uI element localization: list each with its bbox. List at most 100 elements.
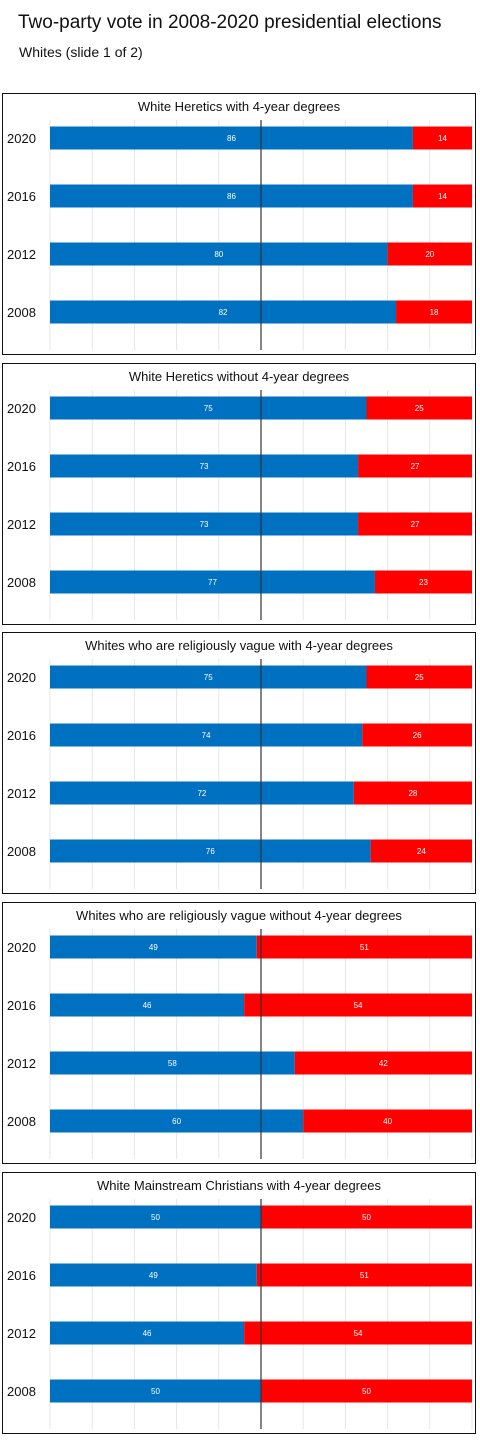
- bar-republican: [256, 935, 472, 959]
- bar-value-label: 46: [143, 1001, 152, 1010]
- year-label: 2008: [7, 575, 36, 590]
- chart-panel-2: White Heretics without 4-year degrees 75…: [2, 363, 476, 625]
- chart-title: Whites who are religiously vague without…: [76, 908, 402, 923]
- bar-republican: [261, 1205, 472, 1229]
- bar-value-label: 74: [202, 731, 211, 740]
- bar-democratic: [50, 993, 245, 1017]
- bar-democratic: [50, 300, 397, 324]
- chart-title: Whites who are religiously vague with 4-…: [85, 638, 393, 653]
- bar-republican: [244, 993, 472, 1017]
- bar-republican: [244, 1321, 472, 1345]
- bar-value-label: 49: [149, 943, 158, 952]
- bar-republican: [370, 839, 472, 863]
- bar-value-label: 50: [151, 1213, 160, 1222]
- bar-value-label: 76: [206, 847, 215, 856]
- chart-title: White Heretics without 4-year degrees: [128, 369, 350, 384]
- year-label: 2012: [7, 786, 36, 801]
- bar-value-label: 86: [227, 192, 236, 201]
- chart-panel-5: White Mainstream Christians with 4-year …: [2, 1172, 476, 1434]
- bar-democratic: [50, 570, 375, 594]
- bar-democratic: [50, 723, 363, 747]
- year-label: 2016: [7, 1268, 36, 1283]
- bar-value-label: 50: [362, 1387, 371, 1396]
- bar-value-label: 82: [219, 308, 228, 317]
- year-label: 2020: [7, 401, 36, 416]
- bar-value-label: 14: [438, 134, 447, 143]
- bar-republican: [358, 512, 472, 536]
- bar-value-label: 46: [143, 1329, 152, 1338]
- bar-democratic: [50, 396, 367, 420]
- bar-value-label: 51: [360, 1271, 369, 1280]
- year-label: 2012: [7, 517, 36, 532]
- bar-republican: [353, 781, 472, 805]
- bar-republican: [358, 454, 472, 478]
- chart-svg: 75 25 2020 74 26 2016 72 28 2012 76 24 2008: [7, 659, 473, 889]
- bar-value-label: 27: [411, 520, 420, 529]
- year-label: 2008: [7, 1114, 36, 1129]
- bar-republican: [366, 665, 472, 689]
- bar-republican: [366, 396, 472, 420]
- bar-democratic: [50, 454, 359, 478]
- bar-value-label: 49: [149, 1271, 158, 1280]
- bar-value-label: 50: [362, 1213, 371, 1222]
- bar-value-label: 54: [354, 1329, 363, 1338]
- bar-value-label: 14: [438, 192, 447, 201]
- bar-republican: [374, 570, 472, 594]
- bar-value-label: 50: [151, 1387, 160, 1396]
- year-label: 2012: [7, 1056, 36, 1071]
- chart-panel-4: Whites who are religiously vague without…: [2, 902, 476, 1164]
- chart-title: White Heretics with 4-year degrees: [137, 99, 341, 114]
- bar-value-label: 58: [168, 1059, 177, 1068]
- bar-value-label: 51: [360, 943, 369, 952]
- chart-panel-3: Whites who are religiously vague with 4-…: [2, 632, 476, 894]
- chart-panel-1: White Heretics with 4-year degrees 86 14 2…: [2, 93, 476, 355]
- bar-republican: [362, 723, 472, 747]
- bar-value-label: 28: [408, 789, 417, 798]
- year-label: 2020: [7, 940, 36, 955]
- bar-republican: [303, 1109, 472, 1133]
- bar-democratic: [50, 184, 413, 208]
- bar-value-label: 18: [430, 308, 439, 317]
- bar-value-label: 72: [197, 789, 206, 798]
- year-label: 2016: [7, 728, 36, 743]
- bar-value-label: 23: [419, 578, 428, 587]
- bar-value-label: 73: [200, 462, 209, 471]
- bar-democratic: [50, 1263, 257, 1287]
- bar-value-label: 73: [200, 520, 209, 529]
- bar-republican: [412, 184, 472, 208]
- bar-republican: [387, 242, 472, 266]
- chart-svg: 49 51 2020 46 54 2016 58 42 2012 60 40 2008: [7, 929, 473, 1159]
- year-label: 2016: [7, 189, 36, 204]
- year-label: 2012: [7, 247, 36, 262]
- bar-value-label: 26: [413, 731, 422, 740]
- bar-republican: [261, 1379, 472, 1403]
- bar-value-label: 80: [214, 250, 223, 259]
- bar-value-label: 40: [383, 1117, 392, 1126]
- bar-democratic: [50, 1051, 295, 1075]
- bar-value-label: 25: [415, 404, 424, 413]
- year-label: 2008: [7, 844, 36, 859]
- bar-democratic: [50, 1321, 245, 1345]
- bar-democratic: [50, 1205, 261, 1229]
- chart-svg: 86 14 2020 86 14 2016 80 20 2012 82 18 2008: [7, 120, 473, 350]
- year-label: 2016: [7, 459, 36, 474]
- bar-value-label: 54: [354, 1001, 363, 1010]
- bar-value-label: 75: [204, 404, 213, 413]
- bar-democratic: [50, 839, 371, 863]
- chart-svg: 75 25 2020 73 27 2016 73 27 2012 77 23 2008: [7, 390, 473, 620]
- year-label: 2012: [7, 1326, 36, 1341]
- bar-republican: [396, 300, 472, 324]
- bar-republican: [412, 126, 472, 150]
- year-label: 2020: [7, 670, 36, 685]
- chart-title: White Mainstream Christians with 4-year …: [97, 1178, 381, 1193]
- page-subtitle: Whites (slide 1 of 2): [19, 44, 143, 60]
- bar-democratic: [50, 242, 388, 266]
- bar-value-label: 86: [227, 134, 236, 143]
- bar-value-label: 27: [411, 462, 420, 471]
- bar-value-label: 25: [415, 673, 424, 682]
- bar-democratic: [50, 665, 367, 689]
- bar-democratic: [50, 512, 359, 536]
- chart-svg: 50 50 2020 49 51 2016 46 54 2012 50 50 2008: [7, 1199, 473, 1429]
- bar-democratic: [50, 1109, 304, 1133]
- bar-value-label: 24: [417, 847, 426, 856]
